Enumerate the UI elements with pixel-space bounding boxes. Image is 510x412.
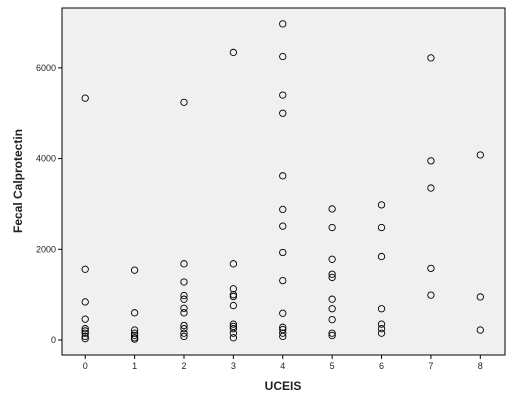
point [427,157,435,165]
point [81,94,89,102]
point [180,295,188,303]
x-tick-label: 1 [132,361,137,371]
x-tick-label: 5 [330,361,335,371]
point [229,325,238,333]
y-tick-label: 6000 [36,63,56,73]
y-tick-label: 0 [51,335,56,345]
point [476,293,484,301]
point [229,48,238,57]
point [81,298,89,306]
point [180,332,188,341]
point [81,332,89,341]
point [180,309,188,317]
point [279,222,287,230]
x-tick-label: 6 [379,361,384,371]
x-tick-label: 0 [83,361,88,371]
point [427,184,435,192]
y-tick-label: 4000 [36,154,56,164]
point [81,315,89,323]
point [427,291,435,299]
point [229,260,238,268]
point [180,321,188,330]
point [279,248,287,257]
point [476,151,484,159]
point [130,309,139,317]
point [229,285,238,293]
point [279,332,287,341]
point [328,273,336,282]
point [130,329,139,337]
point [279,109,287,117]
point [229,291,238,299]
point [180,278,188,286]
point [180,325,188,333]
point [279,329,287,337]
point [377,223,386,232]
point [328,223,336,232]
x-tick-label: 2 [181,361,186,371]
point [427,54,435,62]
point [81,329,89,337]
point [229,301,238,310]
point [328,255,336,263]
x-tick-label: 3 [231,361,236,371]
point [377,320,386,328]
point [81,335,89,343]
point [130,266,139,274]
x-axis-label: UCEIS [265,379,302,393]
point [81,325,89,333]
point [427,264,435,273]
point [180,304,188,312]
point [81,327,89,335]
point [229,329,238,337]
point [180,291,188,300]
x-tick-label: 8 [478,361,483,371]
point [377,329,386,337]
point [328,329,336,337]
point [130,335,139,343]
y-axis-label: Fecal Calprotectin [11,129,25,233]
point [328,331,336,340]
point [279,20,287,28]
point [476,326,484,334]
point [377,305,386,313]
point [328,205,336,213]
point [180,98,188,106]
point [229,334,238,342]
point [180,329,188,337]
plot-area [61,7,506,356]
point [328,295,336,303]
point [279,172,287,180]
point [279,276,287,285]
point [328,270,336,278]
point [279,91,287,99]
point [229,292,238,301]
point [279,52,287,61]
point [279,309,287,317]
y-tick-label: 2000 [36,244,56,254]
point [130,331,139,340]
x-tick-label: 7 [428,361,433,371]
point [377,325,386,333]
point [229,320,238,328]
point [328,305,336,313]
point [377,252,386,261]
point [377,201,386,209]
point [279,205,287,214]
point [130,326,139,334]
point [328,315,336,324]
point [279,323,287,331]
point [180,260,188,268]
x-tick-label: 4 [280,361,285,371]
point [81,265,89,273]
